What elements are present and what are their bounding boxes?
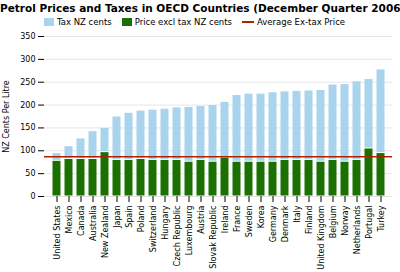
svg-text:United States: United States <box>53 206 62 260</box>
svg-text:France: France <box>233 205 242 232</box>
svg-text:Canada: Canada <box>77 205 86 236</box>
svg-text:Portugal: Portugal <box>365 206 374 239</box>
svg-text:Korea: Korea <box>257 205 266 228</box>
svg-text:Slovak Republic: Slovak Republic <box>209 206 218 269</box>
svg-text:Switzerland: Switzerland <box>149 206 158 253</box>
svg-text:Hungary: Hungary <box>161 205 170 239</box>
svg-text:Mexico: Mexico <box>65 205 74 233</box>
svg-text:Czech Republic: Czech Republic <box>173 206 182 267</box>
svg-text:250: 250 <box>20 78 35 87</box>
svg-text:Belgium: Belgium <box>329 205 338 238</box>
svg-text:Italy: Italy <box>293 205 302 223</box>
svg-text:Turkey: Turkey <box>377 205 386 232</box>
svg-text:Norway: Norway <box>341 205 350 236</box>
svg-text:NZ Cents Per Litre: NZ Cents Per Litre <box>2 80 11 153</box>
svg-text:150: 150 <box>20 123 35 132</box>
svg-text:Sweden: Sweden <box>245 206 254 238</box>
svg-text:New Zealand: New Zealand <box>101 206 110 259</box>
svg-text:Spain: Spain <box>125 206 134 228</box>
html-text:Price excl tax NZ cents: Price excl tax NZ cents <box>134 16 232 27</box>
svg-text:Luxembourg: Luxembourg <box>185 206 194 256</box>
svg-text:Ireland: Ireland <box>221 206 230 234</box>
svg-text:Germany: Germany <box>269 205 278 242</box>
svg-text:Australia: Australia <box>89 205 98 240</box>
svg-text:100: 100 <box>20 146 35 155</box>
svg-text:50: 50 <box>25 169 35 178</box>
svg-text:300: 300 <box>20 55 35 64</box>
svg-text:Denmark: Denmark <box>281 205 290 242</box>
svg-text:350: 350 <box>20 32 35 41</box>
svg-text:Netherlands: Netherlands <box>353 206 362 255</box>
svg-text:Finland: Finland <box>305 206 314 235</box>
svg-text:Japan: Japan <box>113 206 122 229</box>
html-text:Average Ex-tax Price: Average Ex-tax Price <box>257 16 346 27</box>
html-text:Tax NZ cents: Tax NZ cents <box>57 16 112 27</box>
svg-text:United Kingdom: United Kingdom <box>317 205 326 269</box>
svg-text:Poland: Poland <box>137 206 146 233</box>
svg-text:0: 0 <box>30 192 35 201</box>
svg-text:200: 200 <box>20 101 35 110</box>
svg-text:Austria: Austria <box>197 205 206 233</box>
